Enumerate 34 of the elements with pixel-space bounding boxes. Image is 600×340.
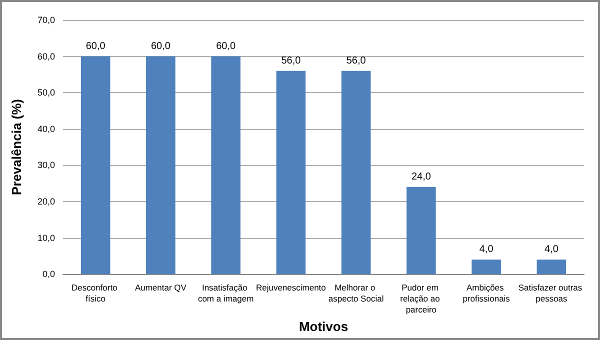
data-label: 56,0 xyxy=(281,55,302,66)
data-label: 4,0 xyxy=(544,244,559,256)
x-tick-label: Melhorar o aspecto Social xyxy=(328,282,384,304)
x-tick-label: Satisfazer outras pessoas xyxy=(518,282,585,304)
data-label: 60,0 xyxy=(86,40,106,52)
bar xyxy=(276,70,306,274)
data-label: 60,0 xyxy=(216,40,236,52)
x-tick-label: Aumentar QV xyxy=(134,282,187,293)
data-label: 24,0 xyxy=(411,171,432,182)
x-axis-title: Motivos xyxy=(298,319,348,334)
y-tick-label: 50,0 xyxy=(37,88,55,98)
x-tick-label: Pudor em relação ao parceiro xyxy=(400,282,442,315)
data-label: 4,0 xyxy=(479,244,494,256)
bar xyxy=(211,56,240,274)
x-tick-label: Ambições profissionais xyxy=(462,282,510,304)
bar xyxy=(146,56,176,274)
bar xyxy=(536,260,566,274)
data-label: 56,0 xyxy=(346,55,366,66)
y-tick-label: 0,0 xyxy=(42,269,55,280)
y-tick-label: 70,0 xyxy=(37,15,55,25)
bar xyxy=(341,70,371,274)
y-axis-title: Prevalência (%) xyxy=(9,98,24,196)
y-tick-label: 20,0 xyxy=(37,196,55,206)
y-tick-label: 10,0 xyxy=(37,232,55,243)
y-tick-label: 60,0 xyxy=(37,51,55,62)
bar xyxy=(472,260,501,274)
y-tick-label: 30,0 xyxy=(37,160,55,170)
y-tick-label: 40,0 xyxy=(37,124,55,134)
x-tick-label: Desconforto físico xyxy=(71,282,120,304)
x-tick-label: Insatisfação com a imagem xyxy=(198,282,254,304)
bar xyxy=(80,56,110,274)
bar xyxy=(406,186,436,274)
data-label: 60,0 xyxy=(150,40,171,52)
x-tick-label: Rejuvenescimento xyxy=(256,282,326,293)
